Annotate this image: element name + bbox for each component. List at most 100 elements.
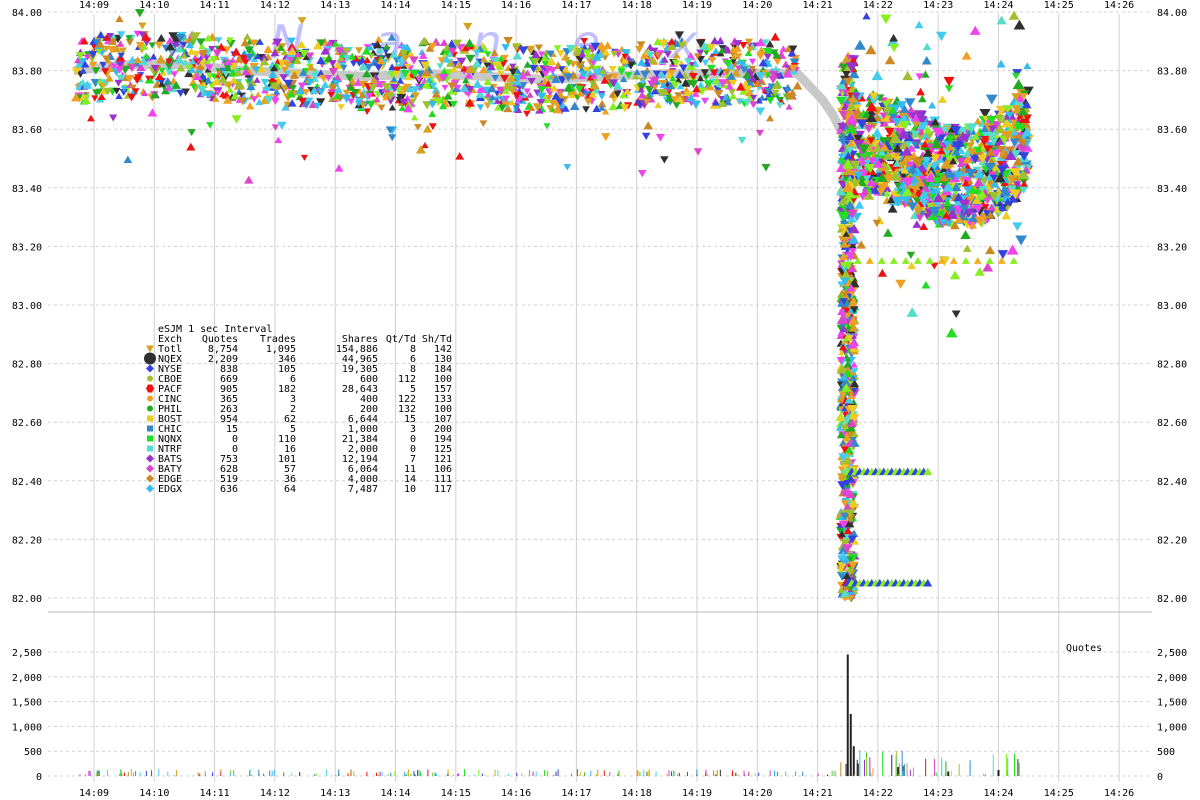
quote-mark-up [1001, 118, 1013, 128]
quote-mark-up [270, 48, 280, 57]
quote-mark-down [365, 92, 374, 100]
quote-mark-up [198, 72, 207, 80]
quote-mark-up [503, 104, 513, 113]
quote-mark-down [939, 219, 948, 227]
quote-mark-up [572, 48, 581, 56]
quote-mark-up [788, 88, 797, 96]
legend-cell: NQEX [158, 354, 182, 365]
quote-mark-up [712, 99, 720, 106]
quote-marks [71, 9, 1035, 776]
quote-mark-up [949, 257, 958, 264]
quote-mark-down [742, 85, 753, 94]
quote-mark-down [671, 59, 681, 67]
quote-mark-up [836, 413, 846, 421]
quote-mark-down [399, 49, 409, 58]
quote-mark-up [877, 148, 887, 156]
quote-mark-up [685, 63, 694, 71]
quote-mark-down [125, 38, 135, 47]
legend-cell: 2 [290, 404, 296, 415]
price-tick-label-right: 83.20 [1157, 242, 1187, 253]
quote-mark-down [993, 141, 1002, 150]
quote-mark-down [910, 130, 921, 139]
quote-mark-down [305, 52, 315, 60]
quote-mark-up [551, 74, 561, 83]
quote-mark-down [355, 47, 363, 54]
quote-mark-up [71, 92, 81, 102]
quote-mark-up [637, 91, 647, 99]
quote-mark-down [185, 64, 193, 72]
quote-mark-up [838, 551, 848, 559]
quote-mark-down [856, 119, 869, 130]
quote-mark-up [659, 81, 668, 89]
quote-mark-up [880, 179, 890, 188]
quote-mark-down [843, 261, 853, 270]
quote-mark-down [536, 92, 547, 101]
quote-mark-down [989, 138, 999, 146]
quote-mark-down [415, 76, 423, 83]
quote-mark-down [231, 115, 242, 124]
legend-cell: 11 [404, 464, 416, 475]
quote-mark-up [847, 339, 858, 349]
quote-mark-down [840, 265, 850, 274]
quote-mark-down [238, 97, 248, 106]
quote-mark-up [692, 84, 701, 92]
quote-mark-down [769, 70, 779, 79]
quote-mark-up [165, 36, 175, 45]
quote-mark-down [469, 65, 480, 74]
quote-mark-down [363, 108, 371, 115]
quote-mark-down [841, 69, 852, 79]
quote-mark-up [382, 94, 390, 101]
quote-mark-up [876, 172, 888, 182]
quote-mark-up [528, 104, 536, 111]
legend-cell: EDGE [158, 474, 182, 485]
quote-mark-up [316, 56, 326, 64]
quote-mark-down [931, 127, 944, 138]
quote-mark-up [699, 41, 710, 50]
quote-mark-up [226, 86, 234, 93]
legend-marker [147, 405, 153, 412]
quote-mark-down [969, 154, 981, 164]
legend-cell: PHIL [158, 404, 182, 415]
quote-mark-down [238, 92, 247, 100]
quote-mark-up [325, 39, 334, 47]
quote-mark-down [392, 56, 402, 65]
legend-cell: 184 [434, 364, 452, 375]
quote-mark-down [986, 115, 998, 126]
quote-mark-down [129, 84, 137, 92]
quote-mark-up [253, 52, 262, 60]
quote-mark-up [280, 48, 289, 56]
quote-mark-up [971, 132, 981, 140]
quote-mark-up [216, 68, 224, 75]
quote-mark-up [542, 49, 550, 56]
quote-mark-up [256, 38, 264, 45]
quote-mark-down [892, 196, 905, 208]
quote-mark-up [608, 102, 619, 111]
quote-mark-up [82, 80, 93, 89]
quote-mark-up [849, 438, 860, 447]
quote-mark-up [204, 66, 212, 73]
quote-mark-up [847, 392, 856, 400]
quote-mark-down [316, 39, 326, 48]
quote-mark-down [427, 42, 438, 51]
quote-mark-up [204, 34, 213, 42]
quote-mark-up [461, 44, 470, 52]
quote-mark-down [972, 204, 984, 214]
quote-mark-up [459, 83, 470, 92]
quote-mark-up [562, 65, 570, 72]
quote-mark-down [401, 70, 410, 78]
quote-mark-up [845, 440, 854, 447]
quote-mark-up [973, 168, 985, 179]
legend-cell: 100 [434, 404, 452, 415]
legend-cell: NYSE [158, 364, 182, 375]
quote-mark-down [441, 84, 449, 91]
quote-mark-up [772, 51, 782, 59]
quote-mark-down [688, 80, 699, 89]
quote-mark-down [702, 74, 710, 81]
quote-mark-down [839, 211, 850, 221]
quote-mark-up [842, 584, 851, 591]
quote-mark-up [669, 75, 677, 82]
quote-mark-down [841, 544, 853, 554]
quote-mark-up [479, 65, 489, 73]
quote-mark-up [849, 398, 858, 406]
quote-mark-up [837, 586, 846, 594]
